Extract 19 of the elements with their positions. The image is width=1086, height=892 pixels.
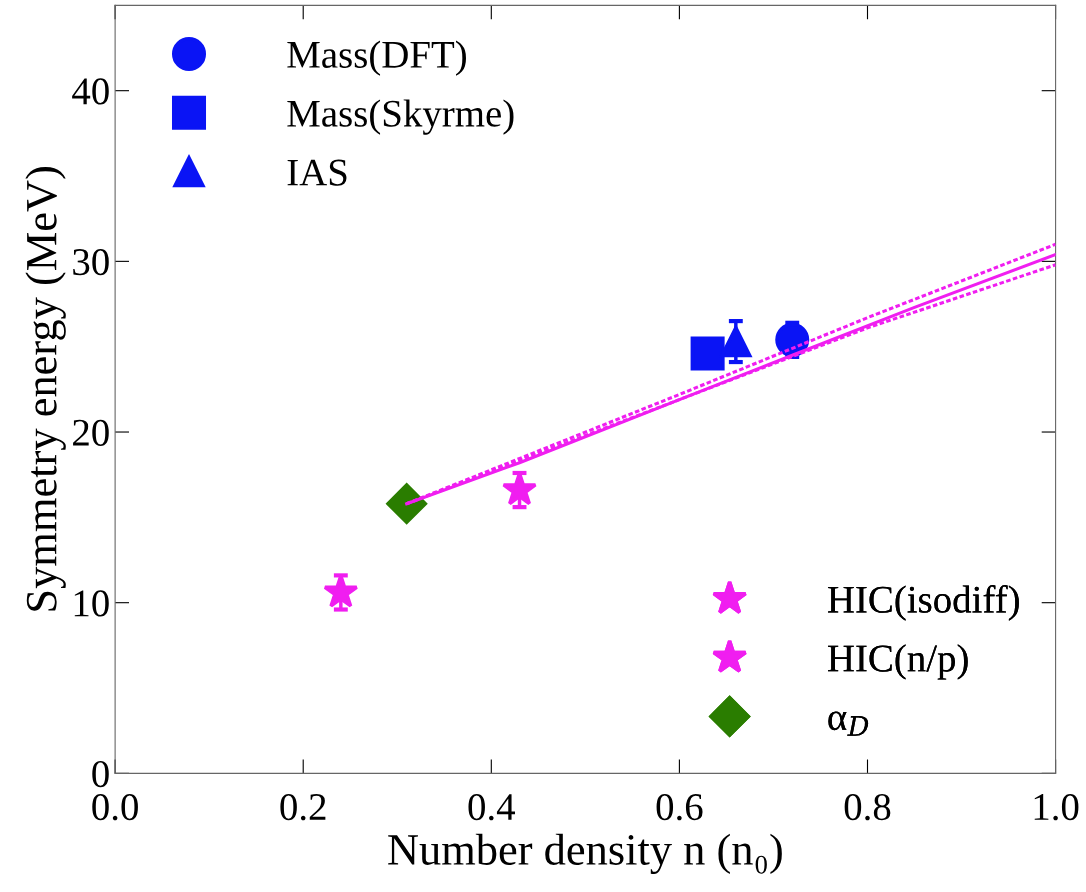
y-tick-label: 20 [73,419,109,446]
legend-label: IAS [287,159,347,186]
x-tick-label: 1.0 [1034,793,1079,821]
y-axis-title: Symmetry energy (MeV) [25,167,66,611]
legend-label: HIC(isodiff) [827,585,1019,621]
x-tick-label: 0.2 [280,793,326,821]
y-tick-label: 40 [72,78,109,105]
legend-label: α$_{D}$ [828,711,869,736]
legend-label: Mass(DFT) [287,40,466,76]
y-tick-label: 30 [73,248,109,276]
x-tick-label: 0.6 [656,793,703,821]
y-tick-label: 0 [92,761,109,788]
y-tick-label: 10 [74,590,109,617]
legend-label: HIC(n/p) [827,644,968,680]
legend-label: Mass(Skyrme) [287,99,514,135]
x-axis-title: Number density n (n₀) [388,833,782,875]
x-tick-label: 0.4 [468,793,515,821]
x-tick-label: 0.8 [844,793,891,821]
x-tick-label: 0.0 [92,793,138,821]
